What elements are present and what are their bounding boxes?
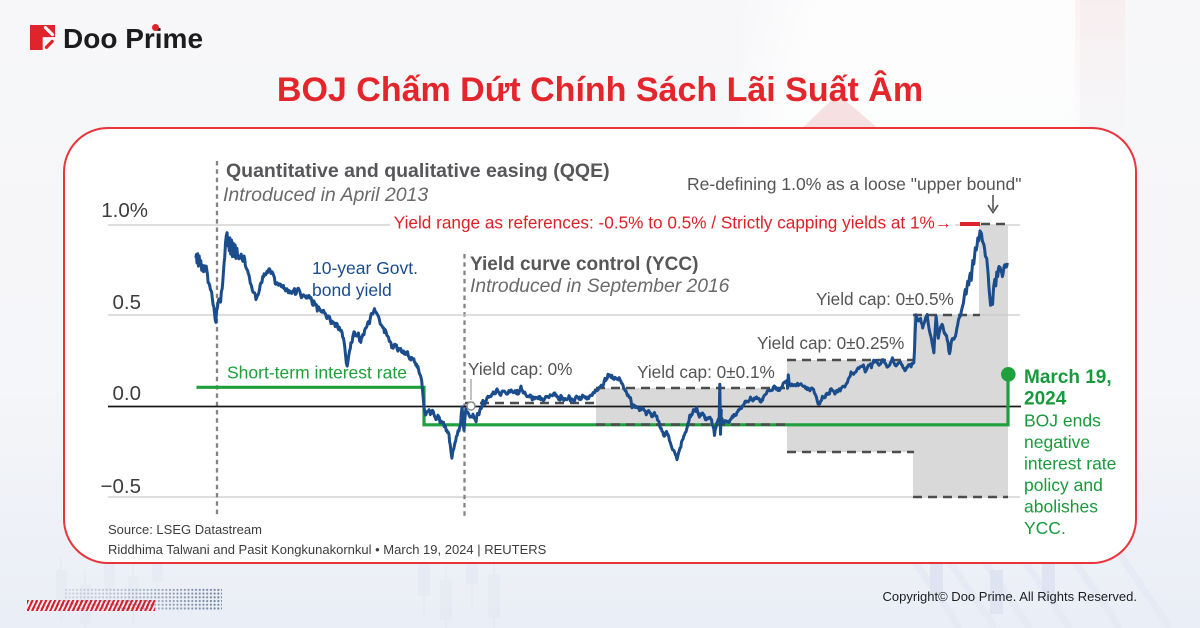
svg-text:Riddhima Talwani and Pasit Kon: Riddhima Talwani and Pasit Kongkunakornk… <box>108 542 547 557</box>
svg-text:Yield cap: 0%: Yield cap: 0% <box>468 359 572 379</box>
svg-text:interest rate: interest rate <box>1024 454 1116 474</box>
svg-text:10-year Govt.: 10-year Govt. <box>312 258 418 278</box>
svg-text:Yield cap: 0±0.1%: Yield cap: 0±0.1% <box>637 362 775 382</box>
svg-text:Yield range as references: -0.: Yield range as references: -0.5% to 0.5%… <box>394 213 952 233</box>
svg-text:0.5: 0.5 <box>113 291 142 314</box>
svg-text:YCC.: YCC. <box>1024 518 1066 538</box>
svg-text:Introduced in September 2016: Introduced in September 2016 <box>470 276 730 297</box>
svg-text:Source: LSEG Datastream: Source: LSEG Datastream <box>108 522 262 537</box>
svg-text:Yield cap: 0±0.25%: Yield cap: 0±0.25% <box>757 333 904 353</box>
svg-text:policy and: policy and <box>1024 475 1103 495</box>
svg-text:Introduced in April 2013: Introduced in April 2013 <box>223 184 428 206</box>
svg-text:0.0: 0.0 <box>113 382 142 405</box>
svg-text:March 19,: March 19, <box>1024 367 1112 388</box>
svg-text:BOJ ends: BOJ ends <box>1024 411 1101 431</box>
svg-text:negative: negative <box>1024 432 1090 452</box>
svg-text:2024: 2024 <box>1024 389 1067 410</box>
svg-text:Yield curve control (YCC): Yield curve control (YCC) <box>470 254 698 275</box>
svg-text:Yield cap: 0±0.5%: Yield cap: 0±0.5% <box>816 289 954 309</box>
svg-text:Short-term interest rate: Short-term interest rate <box>227 363 407 383</box>
svg-text:bond yield: bond yield <box>312 280 392 300</box>
svg-text:Quantitative and qualitative e: Quantitative and qualitative easing (QQE… <box>226 160 610 182</box>
svg-text:1.0%: 1.0% <box>101 199 148 222</box>
svg-text:Re-defining 1.0% as a loose "u: Re-defining 1.0% as a loose "upper bound… <box>687 174 1021 194</box>
svg-text:abolishes: abolishes <box>1024 497 1098 517</box>
svg-text:−0.5: −0.5 <box>101 475 141 498</box>
